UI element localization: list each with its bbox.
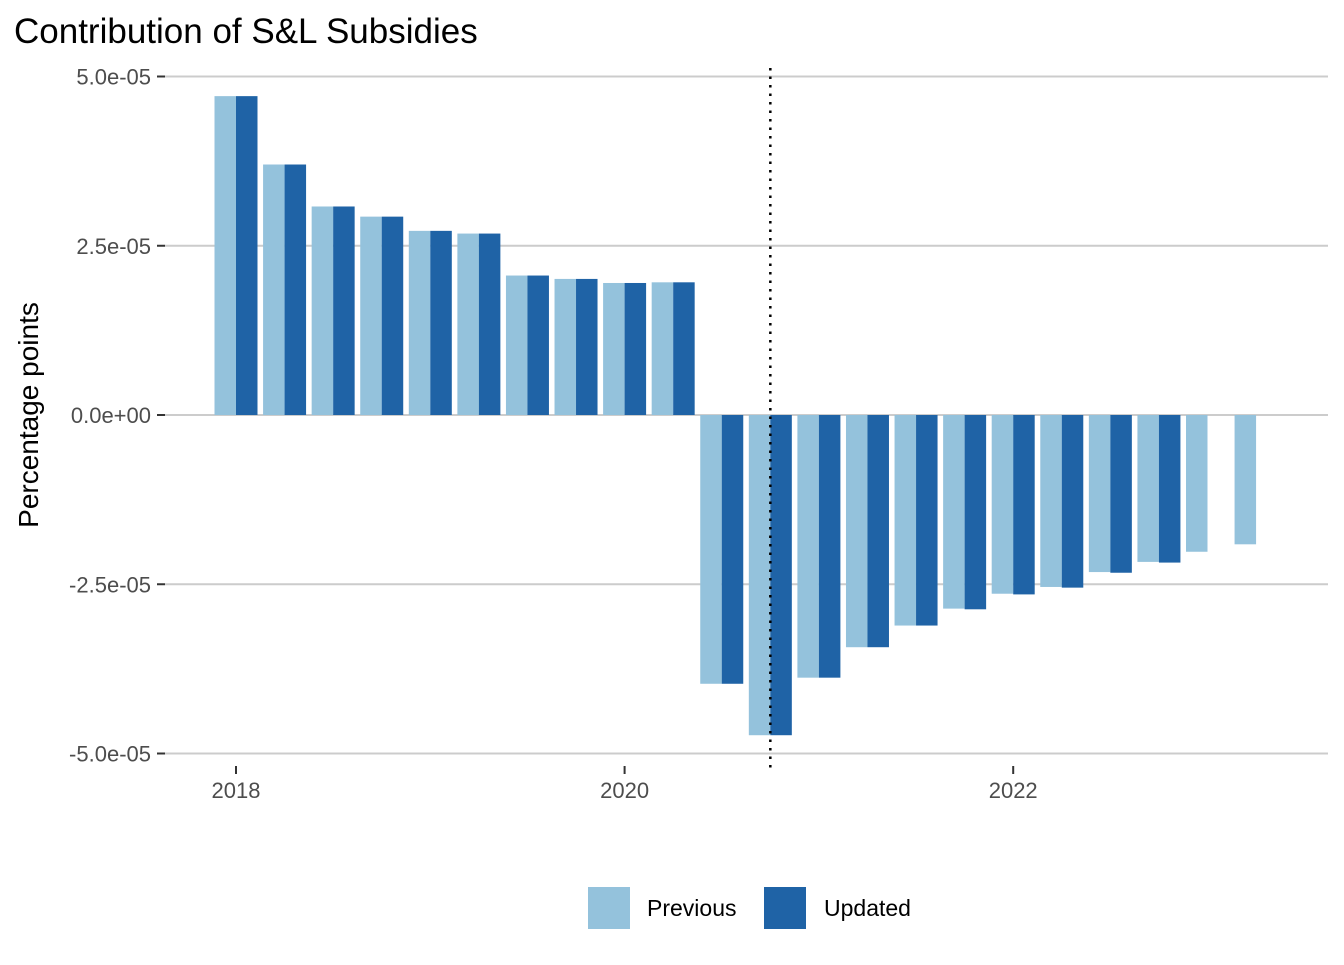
bar-updated <box>673 282 695 415</box>
bar-updated <box>1110 415 1132 573</box>
bar-previous <box>1186 415 1208 552</box>
bar-updated <box>430 230 452 415</box>
bar-previous <box>408 230 431 415</box>
bar-previous <box>748 415 771 736</box>
y-tick-label: -2.5e-05 <box>69 572 151 597</box>
y-tick-label: 5.0e-05 <box>76 65 151 90</box>
y-tick-label: 0.0e+00 <box>71 403 151 428</box>
bar-updated <box>576 278 598 415</box>
legend: Previous Updated <box>588 887 911 929</box>
bar-previous <box>505 275 528 415</box>
bar-updated <box>333 206 355 415</box>
bar-updated <box>624 282 647 415</box>
y-tick-label: 2.5e-05 <box>76 234 151 259</box>
bar-previous <box>360 216 382 415</box>
bar-updated <box>478 233 501 415</box>
bar-previous <box>214 96 236 416</box>
x-tick-label: 2020 <box>600 778 649 803</box>
x-axis: 2018 2020 2022 <box>212 766 1038 803</box>
bar-previous <box>1040 415 1062 587</box>
bar-updated <box>284 164 307 415</box>
bar-previous <box>263 164 285 415</box>
bar-previous <box>943 415 965 609</box>
bars <box>214 96 1257 736</box>
x-tick-label: 2022 <box>989 778 1038 803</box>
bar-updated <box>381 216 404 415</box>
bar-updated <box>527 275 549 415</box>
bar-previous <box>845 415 868 648</box>
y-axis-title: Percentage points <box>13 302 44 528</box>
legend-label: Previous <box>647 895 736 921</box>
bar-previous <box>797 415 819 678</box>
bar-updated <box>1061 415 1084 588</box>
bar-updated <box>818 415 841 678</box>
bar-previous <box>554 278 577 415</box>
bar-updated <box>964 415 987 610</box>
legend-label: Updated <box>824 895 911 921</box>
bar-previous <box>651 282 674 415</box>
bar-previous <box>991 415 1014 594</box>
bar-updated <box>867 415 889 648</box>
bar-updated <box>1013 415 1035 595</box>
bar-previous <box>700 415 722 684</box>
bar-previous <box>1088 415 1111 573</box>
bar-updated <box>721 415 744 684</box>
bar-updated <box>770 415 792 736</box>
chart-title: Contribution of S&L Subsidies <box>14 12 478 51</box>
legend-swatch <box>588 887 630 929</box>
legend-swatch <box>764 887 806 929</box>
gridlines <box>165 75 1328 755</box>
bar-previous <box>894 415 917 626</box>
bar-updated <box>916 415 938 626</box>
bar-previous <box>1137 415 1159 562</box>
bar-updated <box>236 96 258 416</box>
bar-updated <box>1158 415 1181 563</box>
y-axis: 5.0e-05 2.5e-05 0.0e+00 -2.5e-05 -5.0e-05 <box>69 65 165 767</box>
bar-previous <box>311 206 334 415</box>
y-tick-label: -5.0e-05 <box>69 742 151 767</box>
bar-previous <box>1234 415 1257 545</box>
bar-previous <box>603 282 625 415</box>
x-tick-label: 2018 <box>212 778 261 803</box>
bar-previous <box>457 233 479 415</box>
